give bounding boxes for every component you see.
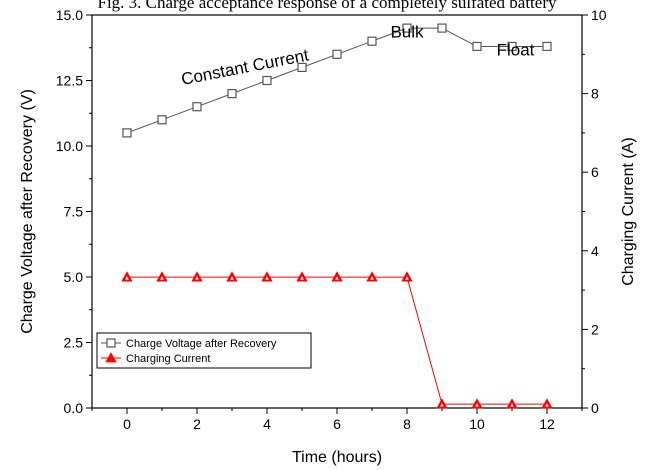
y-left-tick-label: 7.5	[64, 204, 84, 220]
data-point	[261, 271, 273, 282]
triangle-marker-inner	[300, 276, 304, 280]
data-point	[262, 75, 272, 86]
legend-label: Charge Voltage after Recovery	[126, 338, 277, 350]
data-point	[296, 271, 308, 282]
legend: Charge Voltage after Recovery Charging Cu…	[96, 332, 312, 369]
y-right-tick-label: 2	[591, 321, 599, 337]
legend-label: Charging Current	[126, 353, 210, 365]
data-point	[402, 23, 412, 33]
annotation-label: Bulk	[390, 22, 424, 41]
data-point	[332, 49, 342, 59]
triangle-marker-inner	[160, 276, 164, 280]
data-point	[191, 271, 203, 282]
triangle-marker-inner	[475, 403, 479, 407]
legend-marker	[105, 352, 117, 363]
data-point	[122, 128, 132, 138]
triangle-marker-inner	[335, 276, 339, 280]
legend-box	[96, 332, 312, 369]
data-point	[506, 398, 518, 409]
legend-item: Charging Current	[101, 352, 210, 365]
x-tick-label: 6	[333, 416, 341, 432]
x-tick-label: 12	[539, 416, 555, 432]
triangle-marker-inner	[440, 403, 444, 407]
data-point	[297, 62, 307, 73]
x-tick-label: 8	[403, 416, 411, 432]
data-point	[401, 271, 413, 282]
data-point	[437, 23, 447, 33]
triangle-marker-inner	[195, 276, 199, 280]
y-right-tick-label: 10	[591, 7, 607, 23]
y-left-tick-label: 12.5	[56, 73, 83, 89]
y-left-tick-label: 5.0	[64, 269, 84, 285]
x-axis: 0 2 4 6 8 10 12	[91, 408, 583, 432]
x-axis-label: Time (hours)	[292, 449, 382, 466]
y-right-tick-label: 8	[591, 86, 599, 102]
data-point	[157, 115, 167, 125]
series-1	[121, 271, 553, 409]
annotations: Constant Current Bulk Float	[180, 22, 535, 89]
series-0	[122, 23, 552, 138]
y-right-tick-label: 0	[591, 400, 599, 416]
data-point	[121, 271, 133, 282]
y-axis-left-label: Charge Voltage after Recovery (V)	[19, 89, 36, 334]
y-left-tick-label: 0.0	[64, 400, 84, 416]
annotation-label: Constant Current	[180, 46, 311, 89]
data-point	[331, 271, 343, 282]
data-point	[542, 41, 552, 52]
triangle-marker-inner	[545, 403, 549, 407]
y-left-tick-label: 10.0	[56, 138, 83, 154]
y-left-tick-label: 15.0	[56, 7, 83, 23]
data-point	[472, 41, 482, 52]
annotation-label: Float	[497, 41, 535, 60]
series-layer	[121, 23, 553, 409]
x-tick-label: 0	[123, 416, 131, 432]
data-point	[367, 36, 377, 46]
data-point	[156, 271, 168, 282]
y-axis-right-label: Charging Current (A)	[620, 137, 637, 286]
data-point	[436, 398, 448, 409]
chart-title: Fig. 3. Charge acceptance response of a …	[98, 0, 557, 12]
triangle-marker-inner	[125, 276, 129, 280]
triangle-marker-inner	[265, 276, 269, 280]
legend-item: Charge Voltage after Recovery	[101, 338, 277, 350]
y-right-tick-label: 6	[591, 164, 599, 180]
x-tick-label: 2	[193, 416, 201, 432]
y-right-tick-label: 4	[591, 243, 599, 259]
y-axis-right: 0 2 4 6 8 10	[582, 7, 607, 416]
triangle-marker-inner	[230, 276, 234, 280]
data-point	[226, 271, 238, 282]
x-tick-label: 10	[469, 416, 485, 432]
data-point	[366, 271, 378, 282]
x-tick-label: 4	[263, 416, 271, 432]
data-point	[227, 88, 237, 99]
data-point	[507, 41, 517, 52]
data-point	[192, 102, 202, 112]
triangle-marker-inner	[510, 403, 514, 407]
y-left-tick-label: 2.5	[64, 335, 84, 351]
triangle-marker-inner	[405, 276, 409, 280]
data-point	[471, 398, 483, 409]
legend-marker	[106, 338, 116, 348]
y-axis-left: 0.0 2.5 5.0 7.5 10.0 12.5 15.0	[56, 7, 92, 416]
triangle-marker-inner	[370, 276, 374, 280]
data-point	[541, 398, 553, 409]
